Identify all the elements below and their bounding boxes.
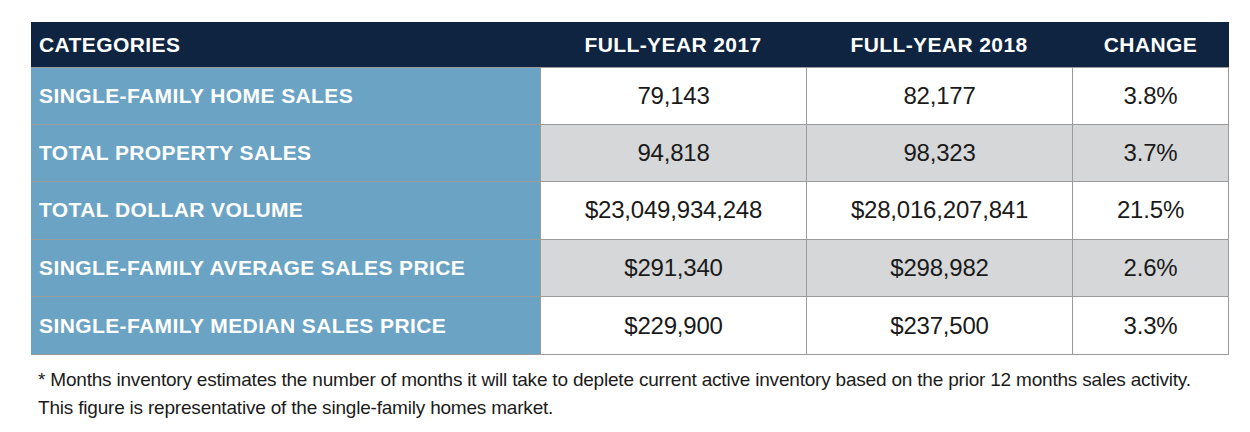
value-property-sales-2018: 98,323 xyxy=(806,125,1072,183)
header-cell-full-year-2018: FULL-YEAR 2018 xyxy=(806,22,1072,67)
value-average-price-2017: $291,340 xyxy=(540,240,806,298)
header-cell-categories: CATEGORIES xyxy=(31,22,540,67)
row-label-total-property-sales: TOTAL PROPERTY SALES xyxy=(31,125,540,183)
value-dollar-volume-2017: $23,049,934,248 xyxy=(540,182,806,240)
months-inventory-footnote: * Months inventory estimates the number … xyxy=(38,366,1223,421)
value-home-sales-2018: 82,177 xyxy=(806,67,1072,125)
value-median-price-change: 3.3% xyxy=(1072,297,1229,355)
market-stats-table: CATEGORIES FULL-YEAR 2017 FULL-YEAR 2018… xyxy=(31,22,1229,355)
value-dollar-volume-2018: $28,016,207,841 xyxy=(806,182,1072,240)
row-label-single-family-home-sales: SINGLE-FAMILY HOME SALES xyxy=(31,67,540,125)
value-property-sales-2017: 94,818 xyxy=(540,125,806,183)
value-average-price-2018: $298,982 xyxy=(806,240,1072,298)
row-label-average-sales-price: SINGLE-FAMILY AVERAGE SALES PRICE xyxy=(31,240,540,298)
value-median-price-2017: $229,900 xyxy=(540,297,806,355)
header-cell-full-year-2017: FULL-YEAR 2017 xyxy=(540,22,806,67)
value-median-price-2018: $237,500 xyxy=(806,297,1072,355)
value-home-sales-change: 3.8% xyxy=(1072,67,1229,125)
value-home-sales-2017: 79,143 xyxy=(540,67,806,125)
value-average-price-change: 2.6% xyxy=(1072,240,1229,298)
row-label-median-sales-price: SINGLE-FAMILY MEDIAN SALES PRICE xyxy=(31,297,540,355)
value-dollar-volume-change: 21.5% xyxy=(1072,182,1229,240)
row-label-total-dollar-volume: TOTAL DOLLAR VOLUME xyxy=(31,182,540,240)
value-property-sales-change: 3.7% xyxy=(1072,125,1229,183)
header-cell-change: CHANGE xyxy=(1072,22,1229,67)
